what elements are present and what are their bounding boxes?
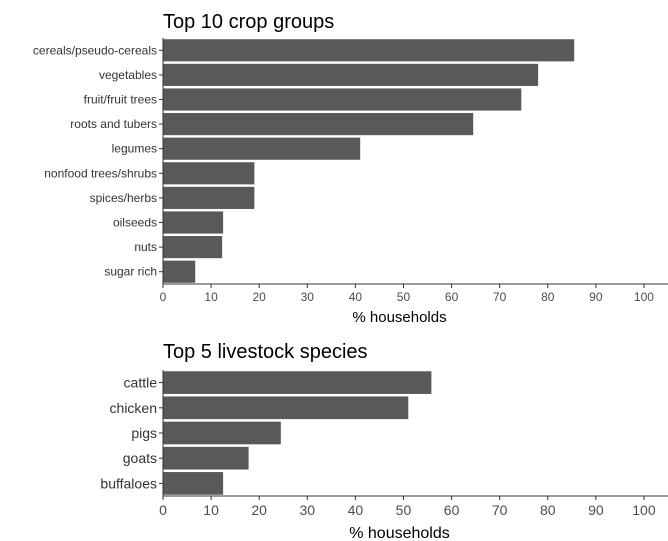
y-tick-label: cereals/pseudo-cereals xyxy=(33,43,157,57)
y-tick-label: nonfood trees/shrubs xyxy=(44,166,157,180)
y-tick-label: goats xyxy=(123,450,157,466)
x-tick-label: 50 xyxy=(397,290,411,304)
bar-nonfood-trees-shrubs xyxy=(163,162,255,185)
bar-chicken xyxy=(163,396,409,420)
x-tick-label: 80 xyxy=(540,502,556,518)
x-tick-label: 10 xyxy=(203,502,219,518)
x-tick-label: 10 xyxy=(204,290,218,304)
x-tick-label: 80 xyxy=(541,290,555,304)
chart-title: Top 5 livestock species xyxy=(163,341,368,363)
bar-legumes xyxy=(163,137,361,160)
x-tick-label: 30 xyxy=(301,290,315,304)
x-tick-label: 60 xyxy=(444,502,460,518)
y-tick-label: nuts xyxy=(134,240,157,254)
x-tick-label: 0 xyxy=(159,502,167,518)
x-tick-label: 40 xyxy=(348,502,364,518)
bar-goats xyxy=(163,446,249,470)
x-tick-label: 90 xyxy=(589,290,603,304)
bar-roots-and-tubers xyxy=(163,113,474,136)
bar-pigs xyxy=(163,421,281,445)
y-tick-label: chicken xyxy=(110,400,157,416)
y-tick-label: fruit/fruit trees xyxy=(84,93,157,107)
x-tick-label: 70 xyxy=(493,290,507,304)
y-tick-label: spices/herbs xyxy=(90,191,157,205)
y-tick-label: pigs xyxy=(131,425,157,441)
x-tick-label: 50 xyxy=(396,502,412,518)
y-tick-label: oilseeds xyxy=(113,216,157,230)
chart-title: Top 10 crop groups xyxy=(163,11,334,33)
y-tick-label: buffaloes xyxy=(100,475,157,491)
x-tick-label: 90 xyxy=(588,502,604,518)
x-tick-label: 20 xyxy=(251,502,267,518)
y-tick-label: vegetables xyxy=(99,68,157,82)
x-tick-label: 30 xyxy=(299,502,315,518)
bar-fruit-fruit-trees xyxy=(163,88,522,111)
y-tick-label: sugar rich xyxy=(104,265,157,279)
crop-groups-panel: Top 10 crop groups cereals/pseudo-cereals… xyxy=(33,11,668,326)
x-tick-label: 100 xyxy=(632,502,656,518)
bar-oilseeds xyxy=(163,211,224,234)
bar-cattle xyxy=(163,371,432,394)
x-tick-label: 100 xyxy=(634,290,654,304)
x-tick-label: 0 xyxy=(160,290,167,304)
x-axis-title: % households xyxy=(352,309,446,326)
x-tick-label: 40 xyxy=(349,290,363,304)
x-tick-label: 70 xyxy=(492,502,508,518)
y-tick-label: roots and tubers xyxy=(70,117,157,131)
y-tick-label: cattle xyxy=(124,375,158,391)
x-axis-title: % households xyxy=(349,525,450,541)
x-tick-label: 60 xyxy=(445,290,459,304)
y-tick-label: legumes xyxy=(112,142,157,156)
bar-cereals-pseudo-cereals xyxy=(163,39,575,62)
bar-nuts xyxy=(163,236,223,259)
bar-spices-herbs xyxy=(163,186,255,209)
bar-buffaloes xyxy=(163,472,224,495)
bar-vegetables xyxy=(163,63,539,86)
x-tick-label: 20 xyxy=(253,290,267,304)
bar-sugar-rich xyxy=(163,260,196,283)
livestock-species-panel: Top 5 livestock species cattle chicken pigs… xyxy=(100,341,668,541)
